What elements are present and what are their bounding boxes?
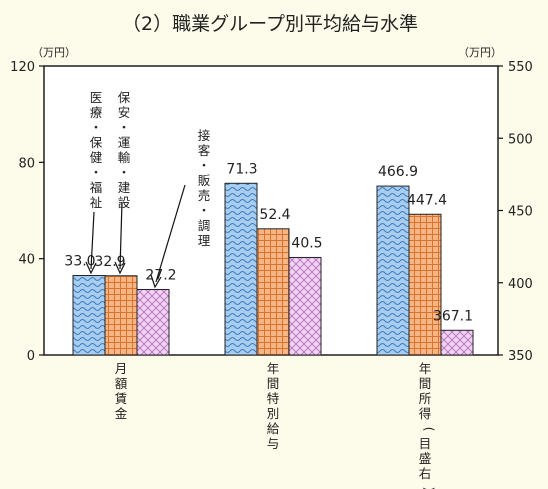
right-tick-label: 350 xyxy=(508,349,533,364)
annotation-char: 医 xyxy=(90,90,103,105)
bar-3-2 xyxy=(288,256,322,356)
bar-2-3 xyxy=(408,213,442,356)
annotation-char: 福 xyxy=(90,180,103,195)
bar-2-2 xyxy=(256,228,290,356)
category-label-char: 右 xyxy=(419,466,432,481)
annotation-char: ・ xyxy=(90,165,103,180)
category-label-char: 目 xyxy=(419,436,432,451)
annotation-char: 建 xyxy=(118,180,131,195)
left-tick-label: 40 xyxy=(18,253,35,268)
data-label: 40.5 xyxy=(291,235,322,251)
data-label: 367.1 xyxy=(433,308,473,324)
data-label: 71.3 xyxy=(226,161,257,177)
bar-3-1 xyxy=(136,288,170,356)
category-label-char: 得 xyxy=(419,406,432,421)
annotation-char: ・ xyxy=(198,158,211,173)
annotation-series-2: 保安・運輸・建設 xyxy=(114,90,131,275)
annotation-series-1: 医療・保健・福祉 xyxy=(85,90,103,275)
right-axis-unit: （万円） xyxy=(458,46,502,59)
annotation-char: ・ xyxy=(198,203,211,218)
annotation-char: 売 xyxy=(198,188,211,203)
category-label-char: 月 xyxy=(115,361,128,376)
annotation-char: 調 xyxy=(198,218,211,233)
annotation-arrow-1 xyxy=(90,211,95,270)
category-label-char: 所 xyxy=(419,391,432,406)
left-tick-label: 120 xyxy=(10,60,35,75)
annotation-char: 祉 xyxy=(90,195,103,210)
data-label: 27.2 xyxy=(145,267,176,283)
right-tick-label: 450 xyxy=(508,205,533,220)
category-label-char: 金 xyxy=(115,406,128,421)
bar-1-2 xyxy=(224,182,258,356)
annotation-char: 保 xyxy=(118,90,131,105)
category-label-char: ( xyxy=(422,427,437,432)
bar-2-1 xyxy=(104,275,138,356)
category-label-char: 別 xyxy=(267,406,280,421)
right-tick-label: 500 xyxy=(508,132,533,147)
left-tick-label: 0 xyxy=(27,349,35,364)
category-label-char: 年 xyxy=(267,361,280,376)
annotation-char: 健 xyxy=(90,150,103,165)
category-label-char: 与 xyxy=(267,436,280,451)
category-label-char: 額 xyxy=(115,376,128,391)
bar-1-1 xyxy=(72,275,106,356)
left-tick-label: 80 xyxy=(18,156,35,171)
data-label: 52.4 xyxy=(259,207,290,223)
category-label-char: 賃 xyxy=(115,391,128,406)
annotation-char: 輸 xyxy=(118,150,131,165)
annotation-char: 設 xyxy=(118,195,131,210)
right-tick-label: 400 xyxy=(508,277,533,292)
annotation-char: 販 xyxy=(198,173,211,188)
category-label-char: 年 xyxy=(419,361,432,376)
annotation-char: ・ xyxy=(118,165,131,180)
annotation-arrowhead-1 xyxy=(85,261,97,275)
annotation-char: 運 xyxy=(118,135,131,150)
annotation-arrowhead-3 xyxy=(150,274,162,289)
category-label-char: 給 xyxy=(267,421,280,436)
bar-1-3 xyxy=(376,185,410,356)
annotation-char: ・ xyxy=(118,120,131,135)
annotation-char: 接 xyxy=(198,128,211,143)
annotation-arrow-2 xyxy=(119,201,123,270)
data-label: 32.9 xyxy=(94,254,125,270)
category-label-char: 盛 xyxy=(419,451,432,466)
left-axis-unit: （万円） xyxy=(32,46,76,59)
bar-3-3 xyxy=(440,329,474,356)
category-label-char: 特 xyxy=(267,391,280,406)
category-label-char: 間 xyxy=(267,376,280,391)
annotation-series-3: 接客・販売・調理 xyxy=(150,128,211,289)
data-label: 466.9 xyxy=(378,164,418,180)
annotation-arrowhead-2 xyxy=(114,261,126,275)
annotation-char: ・ xyxy=(90,120,103,135)
category-label-char: 間 xyxy=(419,376,432,391)
annotation-char: 療 xyxy=(90,105,103,120)
category-label-char: ) xyxy=(422,487,437,489)
annotation-char: 理 xyxy=(198,233,211,248)
annotation-arrow-3 xyxy=(155,184,186,283)
data-label: 447.4 xyxy=(407,192,447,208)
chart-title: （2）職業グループ別平均給与水準 xyxy=(122,13,418,35)
annotation-char: 保 xyxy=(90,135,103,150)
annotation-char: 安 xyxy=(118,105,131,120)
annotation-char: 客 xyxy=(198,143,211,158)
right-tick-label: 550 xyxy=(508,60,533,75)
